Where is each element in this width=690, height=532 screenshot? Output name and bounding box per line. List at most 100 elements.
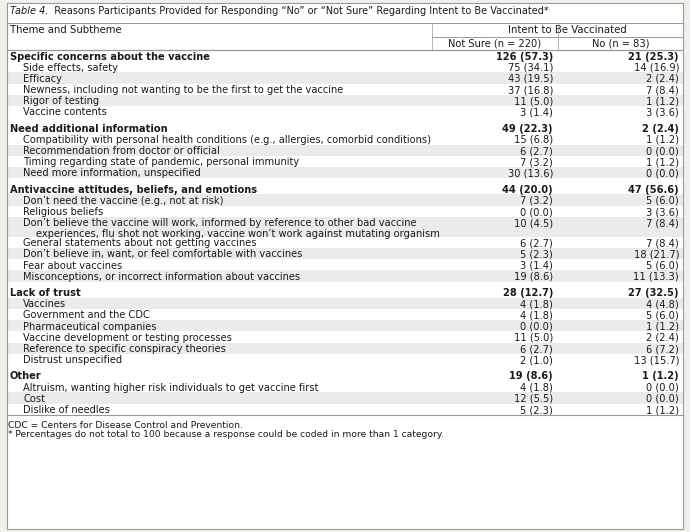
Text: 5 (6.0): 5 (6.0) [647,196,679,206]
Text: 1 (1.2): 1 (1.2) [646,157,679,167]
Text: 0 (0.0): 0 (0.0) [520,322,553,331]
Text: Vaccine development or testing processes: Vaccine development or testing processes [23,333,232,343]
Text: 7 (3.2): 7 (3.2) [520,157,553,167]
Text: 27 (32.5): 27 (32.5) [629,288,679,298]
Text: Antivaccine attitudes, beliefs, and emotions: Antivaccine attitudes, beliefs, and emot… [10,185,257,195]
Text: 4 (4.8): 4 (4.8) [647,300,679,309]
Text: Religious beliefs: Religious beliefs [23,207,103,217]
Text: Compatibility with personal health conditions (e.g., allergies, comorbid conditi: Compatibility with personal health condi… [23,135,431,145]
Text: Cost: Cost [23,394,45,404]
Text: 5 (2.3): 5 (2.3) [520,250,553,260]
Bar [7,217,683,237]
Text: 7 (3.2): 7 (3.2) [520,196,553,206]
Text: 1 (1.2): 1 (1.2) [646,96,679,106]
Text: 7 (8.4): 7 (8.4) [647,218,679,228]
Text: Reference to specific conspiracy theories: Reference to specific conspiracy theorie… [23,344,226,354]
Text: Vaccines: Vaccines [23,300,66,309]
Text: 0 (0.0): 0 (0.0) [647,169,679,179]
Text: Rigor of testing: Rigor of testing [23,96,99,106]
Text: 6 (2.7): 6 (2.7) [520,238,553,248]
Text: 6 (7.2): 6 (7.2) [647,344,679,354]
Text: Need additional information: Need additional information [10,124,168,134]
Text: Vaccine contents: Vaccine contents [23,107,107,118]
Text: 2 (2.4): 2 (2.4) [647,333,679,343]
Text: 49 (22.3): 49 (22.3) [502,124,553,134]
Text: experiences, flu shot not working, vaccine won’t work against mutating organism: experiences, flu shot not working, vacci… [36,229,440,239]
Text: Other: Other [10,371,42,381]
Text: 37 (16.8): 37 (16.8) [508,85,553,95]
Text: Newness, including not wanting to be the first to get the vaccine: Newness, including not wanting to be the… [23,85,343,95]
Text: 3 (3.6): 3 (3.6) [647,107,679,118]
Text: 19 (8.6): 19 (8.6) [514,272,553,282]
Bar [7,393,683,404]
Bar [7,167,683,178]
Text: Don’t believe the vaccine will work, informed by reference to other bad vaccine: Don’t believe the vaccine will work, inf… [23,218,417,228]
Text: 2 (1.0): 2 (1.0) [520,355,553,365]
Text: 3 (1.4): 3 (1.4) [520,261,553,271]
Text: Specific concerns about the vaccine: Specific concerns about the vaccine [10,52,210,62]
Text: Side effects, safety: Side effects, safety [23,63,118,73]
Text: 2 (2.4): 2 (2.4) [642,124,679,134]
Text: 5 (6.0): 5 (6.0) [647,261,679,271]
Text: 18 (21.7): 18 (21.7) [633,250,679,260]
Text: 1 (1.2): 1 (1.2) [642,371,679,381]
Text: 5 (2.3): 5 (2.3) [520,405,553,415]
Text: Timing regarding state of pandemic, personal immunity: Timing regarding state of pandemic, pers… [23,157,299,167]
Text: No (n = 83): No (n = 83) [592,39,649,49]
Bar [7,72,683,84]
Bar [7,298,683,309]
Text: * Percentages do not total to 100 because a response could be coded in more than: * Percentages do not total to 100 becaus… [8,430,444,439]
Text: 7 (8.4): 7 (8.4) [647,238,679,248]
Text: 13 (15.7): 13 (15.7) [633,355,679,365]
Text: 0 (0.0): 0 (0.0) [647,394,679,404]
Text: 1 (1.2): 1 (1.2) [646,135,679,145]
Text: Efficacy: Efficacy [23,74,62,84]
Text: Recommendation from doctor or official: Recommendation from doctor or official [23,146,220,156]
Text: Altruism, wanting higher risk individuals to get vaccine first: Altruism, wanting higher risk individual… [23,383,319,393]
Text: Intent to Be Vaccinated: Intent to Be Vaccinated [509,25,627,35]
Text: 11 (13.3): 11 (13.3) [633,272,679,282]
Text: Don’t need the vaccine (e.g., not at risk): Don’t need the vaccine (e.g., not at ris… [23,196,224,206]
Text: 6 (2.7): 6 (2.7) [520,344,553,354]
Text: Distrust unspecified: Distrust unspecified [23,355,122,365]
Text: Theme and Subtheme: Theme and Subtheme [10,25,121,35]
Text: 75 (34.1): 75 (34.1) [508,63,553,73]
Text: Fear about vaccines: Fear about vaccines [23,261,122,271]
Text: 19 (8.6): 19 (8.6) [509,371,553,381]
Text: 28 (12.7): 28 (12.7) [502,288,553,298]
Bar [7,194,683,205]
Text: 11 (5.0): 11 (5.0) [514,96,553,106]
Text: 14 (16.9): 14 (16.9) [633,63,679,73]
Text: Pharmaceutical companies: Pharmaceutical companies [23,322,157,331]
Text: 15 (6.8): 15 (6.8) [514,135,553,145]
Text: 43 (19.5): 43 (19.5) [508,74,553,84]
Text: Government and the CDC: Government and the CDC [23,311,150,320]
Text: 44 (20.0): 44 (20.0) [502,185,553,195]
Text: Misconceptions, or incorrect information about vaccines: Misconceptions, or incorrect information… [23,272,300,282]
Bar [7,248,683,259]
Text: Not Sure (n = 220): Not Sure (n = 220) [448,39,542,49]
Text: 5 (6.0): 5 (6.0) [647,311,679,320]
Bar [7,95,683,106]
Text: Reasons Participants Provided for Responding “No” or “Not Sure” Regarding Intent: Reasons Participants Provided for Respon… [48,6,549,16]
Text: 47 (56.6): 47 (56.6) [629,185,679,195]
Text: Don’t believe in, want, or feel comfortable with vaccines: Don’t believe in, want, or feel comforta… [23,250,302,260]
Text: Dislike of needles: Dislike of needles [23,405,110,415]
Text: 1 (1.2): 1 (1.2) [646,322,679,331]
Text: 7 (8.4): 7 (8.4) [647,85,679,95]
Text: 3 (1.4): 3 (1.4) [520,107,553,118]
Text: Table 4.: Table 4. [10,6,48,16]
Text: 21 (25.3): 21 (25.3) [629,52,679,62]
Text: 126 (57.3): 126 (57.3) [495,52,553,62]
Bar [7,343,683,354]
Text: 4 (1.8): 4 (1.8) [520,311,553,320]
Text: 3 (3.6): 3 (3.6) [647,207,679,217]
Text: CDC = Centers for Disease Control and Prevention.: CDC = Centers for Disease Control and Pr… [8,421,243,430]
Text: 0 (0.0): 0 (0.0) [647,383,679,393]
Text: 11 (5.0): 11 (5.0) [514,333,553,343]
Text: 30 (13.6): 30 (13.6) [508,169,553,179]
Text: 0 (0.0): 0 (0.0) [647,146,679,156]
Text: General statements about not getting vaccines: General statements about not getting vac… [23,238,257,248]
Text: 1 (1.2): 1 (1.2) [646,405,679,415]
Bar [7,270,683,281]
